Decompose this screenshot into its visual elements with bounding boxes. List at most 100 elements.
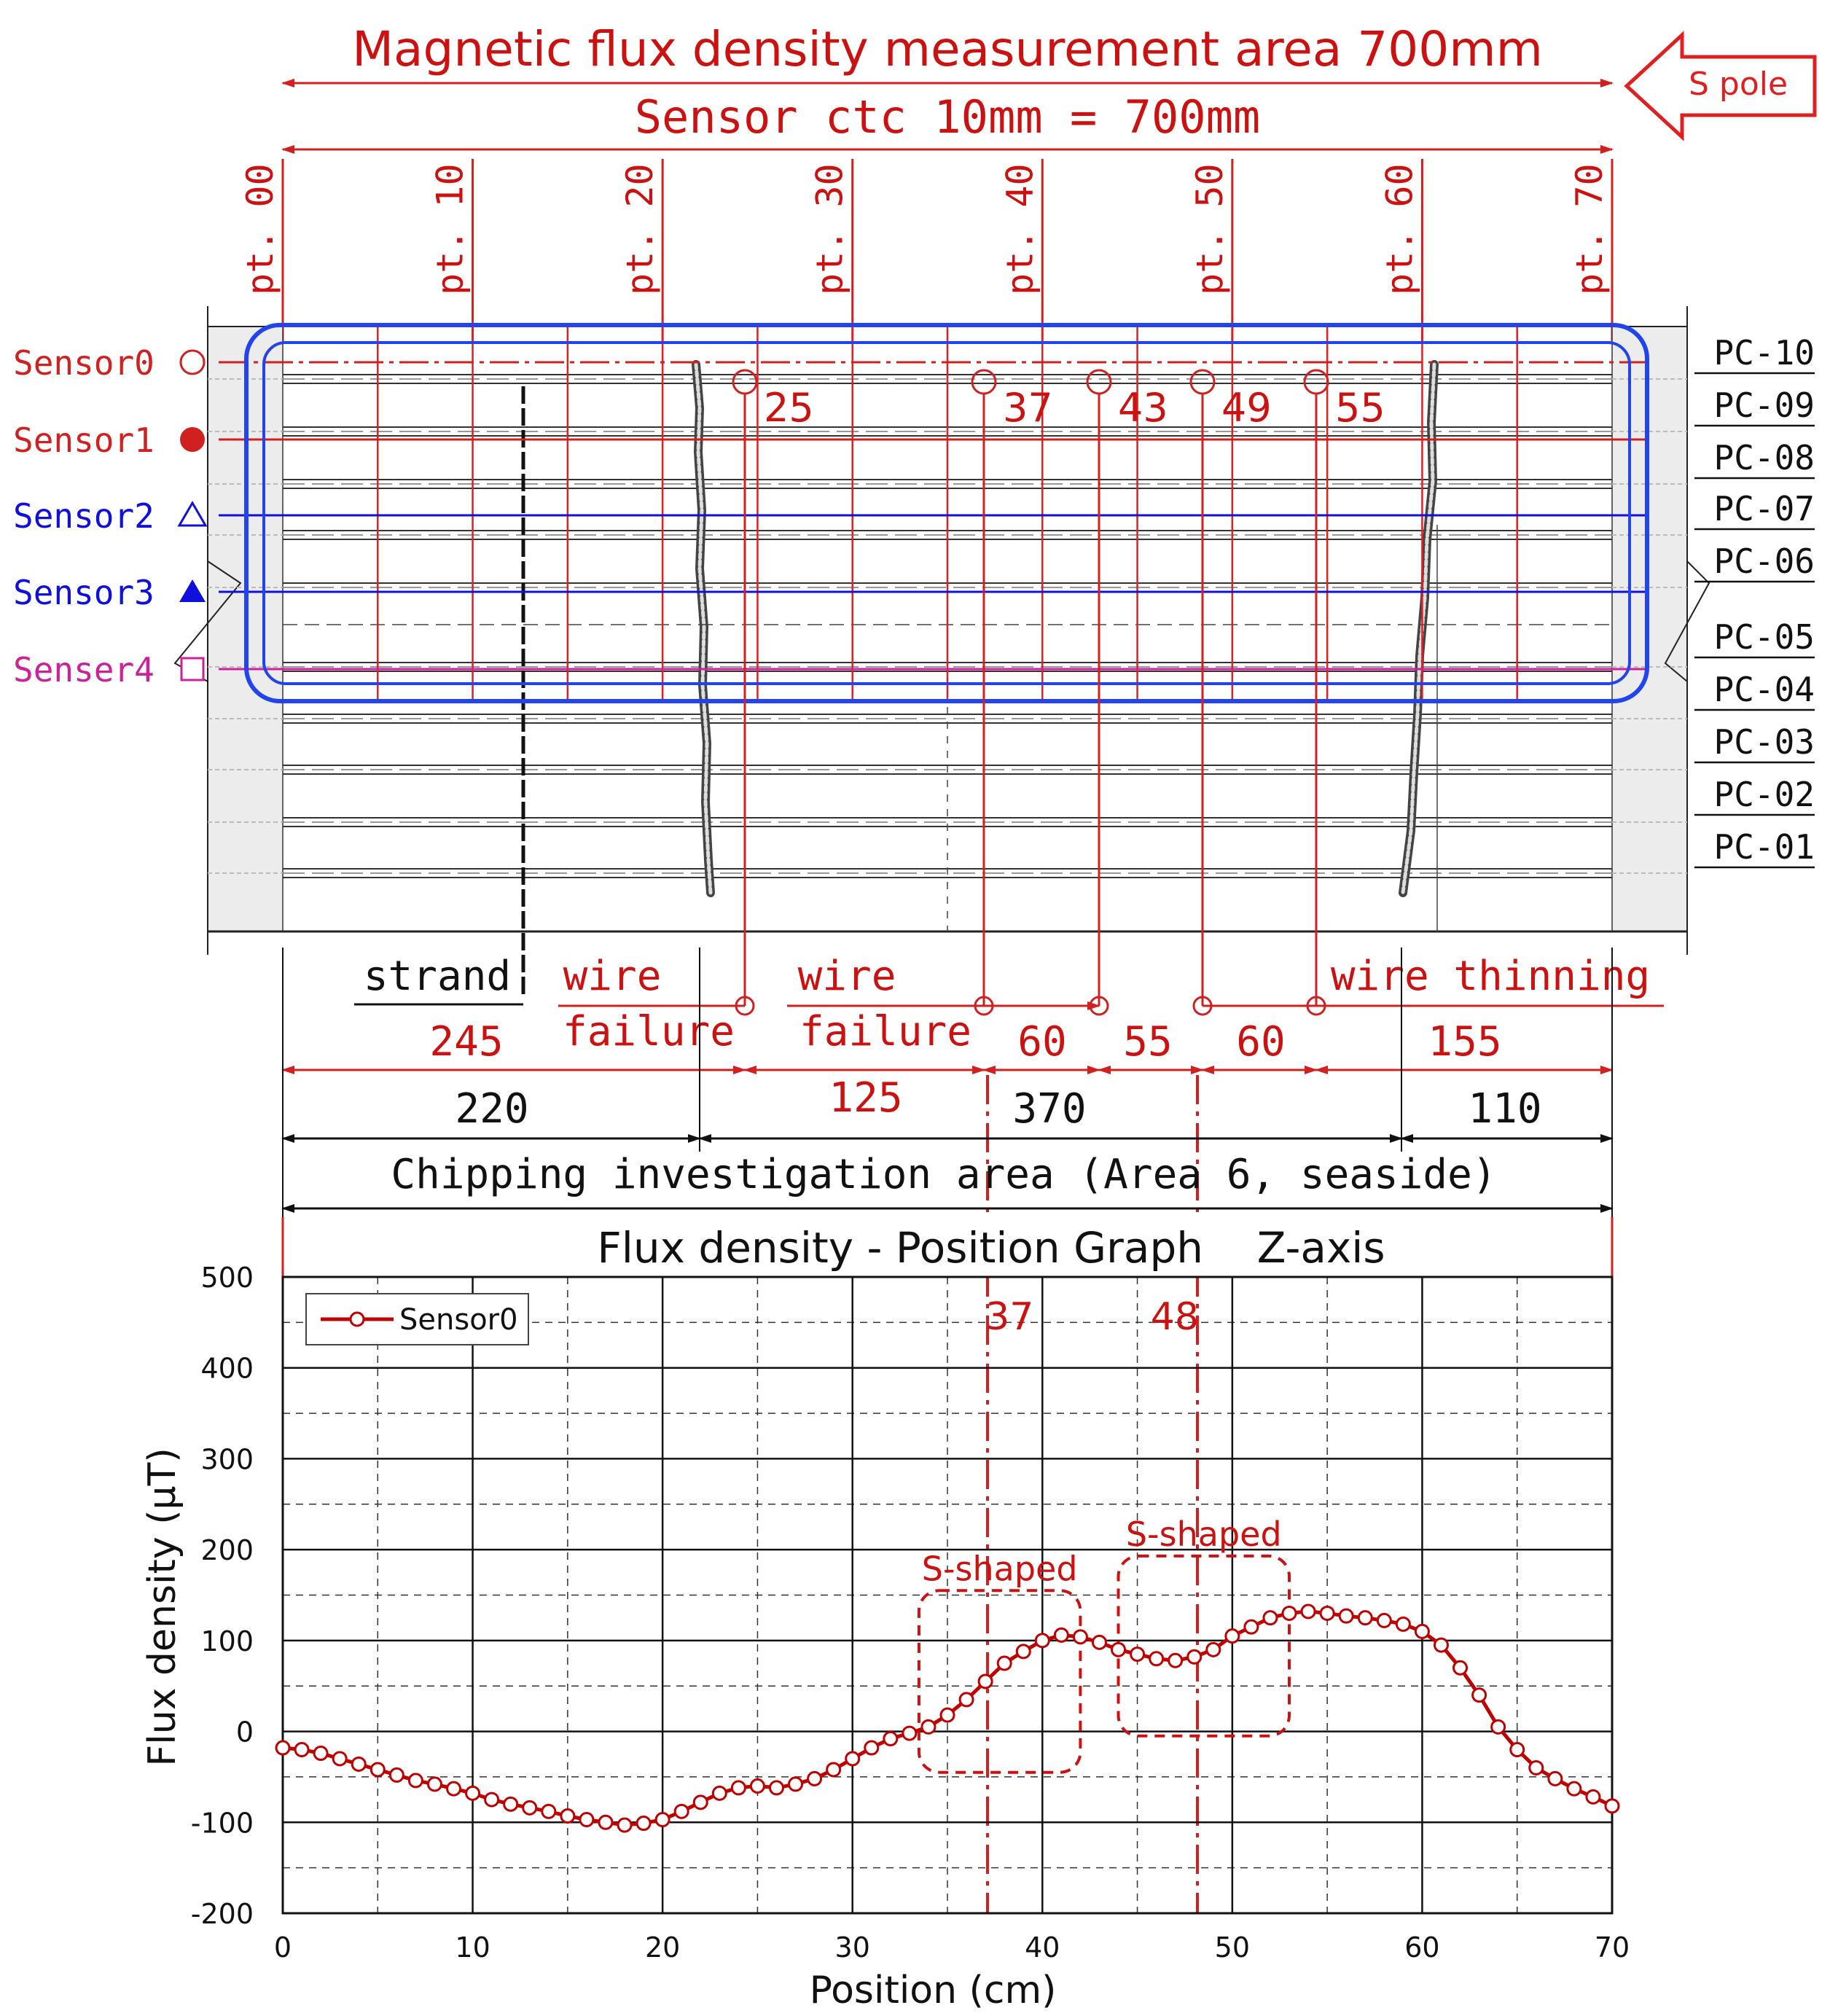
sensor-open-circle-icon [179,349,206,375]
sensor-label: Sensor2 [13,496,155,536]
x-tick-label: 0 [274,1931,292,1964]
data-point [426,1776,442,1792]
chart-title: Flux density - Position Graph Z-axis [597,1223,1385,1273]
chart-grid [281,1275,1614,1915]
data-point [768,1780,784,1796]
data-point [560,1808,576,1824]
chart-tick-labels: 0 10 20 30 40 50 60 70 -200 -100 0 100 200 300 400 500 [191,1262,1630,1964]
data-point [654,1812,670,1828]
beam-diagram: 25 37 43 49 55 [173,306,1710,1913]
data-point [1604,1798,1620,1814]
data-point [864,1740,880,1756]
measurement-area-inner [262,341,1631,685]
pc-label: PC-05 [1714,617,1815,657]
data-point [1262,1610,1278,1626]
sensor-label: Sensor0 [13,343,155,383]
data-point [883,1731,899,1747]
data-point [1300,1603,1316,1620]
vline-label: 48 [1151,1295,1199,1339]
data-point [826,1762,842,1778]
pc-label: PC-07 [1714,489,1815,528]
flux-chart: Flux density - Position Graph Z-axis 0 10… [141,1217,1630,2012]
data-point [446,1781,462,1797]
data-point [1528,1759,1544,1775]
black-dimension-label: 110 [1468,1085,1541,1133]
pc-label: PC-02 [1714,775,1815,814]
data-point [313,1746,329,1762]
y-tick-label: 500 [200,1262,254,1294]
data-point [484,1792,500,1808]
data-point [369,1762,386,1778]
data-point [902,1725,918,1741]
concrete-right [1612,327,1687,931]
data-point [332,1751,348,1767]
pc-label: PC-09 [1714,386,1815,425]
legend-marker [349,1311,365,1327]
data-point [1509,1742,1525,1758]
sensor-label: Sensor3 [13,573,155,612]
data-point [1357,1610,1373,1626]
x-tick-label: 50 [1215,1931,1250,1964]
data-point [541,1803,557,1819]
data-point [692,1794,708,1810]
x-tick-label: 30 [835,1931,870,1964]
data-point [1015,1644,1031,1660]
header: Magnetic flux density measurement area 7… [281,21,1817,154]
red-dimension-label: 60 [1017,1018,1066,1066]
sensor-ctc-label: Sensor ctc 10mm = 700mm [635,90,1261,144]
data-point [1471,1687,1487,1703]
black-dimension-label: 370 [1012,1085,1086,1133]
point-label: pt. 00 [239,163,281,295]
y-tick-label: 200 [200,1534,254,1566]
data-point [807,1770,823,1786]
y-tick-label: -100 [191,1807,254,1839]
chart-title-box [283,1217,1612,1277]
region-box [1117,1554,1291,1738]
data-point [1072,1629,1088,1645]
leader-dot-25 [735,996,755,1016]
data-point [617,1817,633,1833]
wire-failure-2-line2: failure [799,1008,971,1055]
data-point [1224,1628,1240,1644]
chart-annotations: 37 48 S-shaped S-shaped [917,1295,1291,1774]
defect-circle [1086,369,1112,395]
data-point [788,1776,804,1792]
data-point [1091,1634,1107,1650]
strand-label: strand [364,953,511,1000]
leader-dot-49 [1192,996,1213,1016]
defect-label: 49 [1221,385,1272,431]
x-tick-label: 70 [1595,1931,1630,1964]
red-dimension-label: 245 [429,1018,503,1066]
y-tick-label: 0 [236,1716,254,1749]
data-point [1376,1612,1392,1628]
wire-failure-2-line1: wire [798,953,896,1000]
data-point [1168,1652,1184,1668]
black-dimension-row: 220 370 110 [281,948,1614,1217]
chipping-line-left-inner [694,362,713,895]
y-tick-label: -200 [191,1898,254,1930]
defect-circle [971,369,997,395]
data-point [465,1785,481,1801]
data-point [977,1673,993,1689]
defect-markers: 25 37 43 49 55 [732,369,1385,1913]
data-point [1130,1646,1146,1663]
wire-failure-1-line2: failure [563,1008,735,1055]
y-tick-label: 100 [200,1625,254,1657]
plot-frame [281,1275,1614,1915]
chipping-line-right [1399,360,1439,897]
data-point [845,1751,861,1767]
sensor-filled-circle-icon [180,427,205,452]
red-dimension-row: 245 125 60 55 60 155 [281,1018,1614,1122]
s-pole-label: S pole [1689,66,1788,103]
dimension-annotations: strand wire failure wire failure wire th… [281,948,1664,1217]
data-point [1111,1641,1127,1657]
data-point [1034,1633,1050,1649]
data-point [920,1719,936,1735]
y-tick-label: 300 [200,1443,254,1475]
pc-label: PC-04 [1714,670,1815,709]
sensor-open-square-icon [180,657,205,681]
x-tick-label: 20 [645,1931,680,1964]
chart-xlabel: Position (cm) [810,1969,1057,2012]
data-point [294,1742,310,1758]
